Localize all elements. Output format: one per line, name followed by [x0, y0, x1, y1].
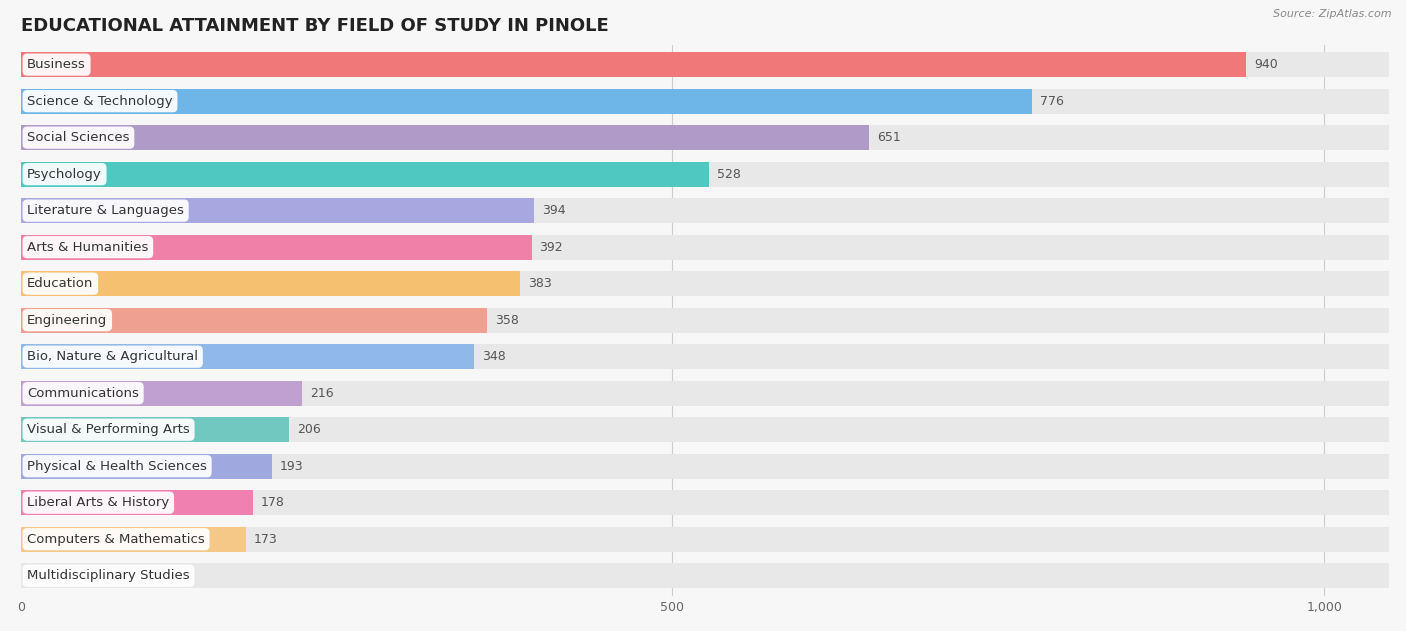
Text: 383: 383 — [527, 277, 551, 290]
Text: 193: 193 — [280, 460, 304, 473]
Text: 776: 776 — [1040, 95, 1064, 108]
Bar — [21, 89, 1032, 114]
Bar — [21, 454, 273, 478]
Text: Computers & Mathematics: Computers & Mathematics — [27, 533, 205, 546]
Text: EDUCATIONAL ATTAINMENT BY FIELD OF STUDY IN PINOLE: EDUCATIONAL ATTAINMENT BY FIELD OF STUDY… — [21, 16, 609, 35]
Bar — [21, 527, 246, 551]
Text: 651: 651 — [877, 131, 901, 144]
Text: Education: Education — [27, 277, 94, 290]
Text: Source: ZipAtlas.com: Source: ZipAtlas.com — [1274, 9, 1392, 20]
Text: Science & Technology: Science & Technology — [27, 95, 173, 108]
Bar — [21, 125, 1389, 150]
Bar — [21, 198, 534, 223]
Bar — [21, 527, 1389, 551]
Bar — [21, 308, 488, 333]
Bar — [21, 235, 1389, 259]
Text: 392: 392 — [540, 240, 562, 254]
Text: Social Sciences: Social Sciences — [27, 131, 129, 144]
Bar — [21, 52, 1246, 77]
Bar — [21, 380, 302, 406]
Bar — [21, 454, 1389, 478]
Text: Bio, Nature & Agricultural: Bio, Nature & Agricultural — [27, 350, 198, 363]
Text: 940: 940 — [1254, 58, 1278, 71]
Text: Physical & Health Sciences: Physical & Health Sciences — [27, 460, 207, 473]
Text: Visual & Performing Arts: Visual & Performing Arts — [27, 423, 190, 436]
Text: 178: 178 — [260, 496, 284, 509]
Bar — [21, 380, 1389, 406]
Bar — [21, 162, 709, 187]
Bar — [21, 417, 1389, 442]
Text: 173: 173 — [254, 533, 278, 546]
Bar — [21, 490, 1389, 515]
Bar — [21, 235, 531, 259]
Bar — [21, 345, 1389, 369]
Text: 216: 216 — [311, 387, 333, 399]
Text: 0: 0 — [28, 569, 37, 582]
Text: 358: 358 — [495, 314, 519, 327]
Text: Liberal Arts & History: Liberal Arts & History — [27, 496, 170, 509]
Text: Psychology: Psychology — [27, 168, 101, 180]
Text: Arts & Humanities: Arts & Humanities — [27, 240, 149, 254]
Text: Communications: Communications — [27, 387, 139, 399]
Text: Literature & Languages: Literature & Languages — [27, 204, 184, 217]
Text: 348: 348 — [482, 350, 506, 363]
Text: 206: 206 — [297, 423, 321, 436]
Bar — [21, 52, 1389, 77]
Bar — [21, 490, 253, 515]
Text: 394: 394 — [543, 204, 565, 217]
Bar — [21, 271, 1389, 296]
Bar — [21, 271, 520, 296]
Bar — [21, 417, 290, 442]
Text: 528: 528 — [717, 168, 741, 180]
Bar — [21, 162, 1389, 187]
Text: Engineering: Engineering — [27, 314, 107, 327]
Text: Business: Business — [27, 58, 86, 71]
Bar — [21, 198, 1389, 223]
Bar — [21, 563, 1389, 588]
Bar — [21, 125, 869, 150]
Bar — [21, 308, 1389, 333]
Bar — [21, 345, 474, 369]
Text: Multidisciplinary Studies: Multidisciplinary Studies — [27, 569, 190, 582]
Bar — [21, 89, 1389, 114]
